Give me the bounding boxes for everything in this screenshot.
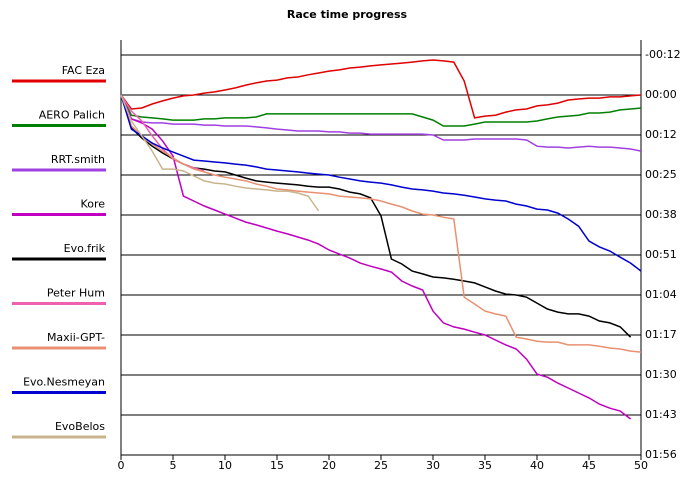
series-line: [120, 94, 642, 353]
legend-label: Peter Hum: [47, 287, 105, 300]
series-line: [120, 59, 642, 119]
x-tick-label: 15: [270, 459, 284, 472]
x-tick-label: 5: [170, 459, 177, 472]
series-line: [120, 94, 320, 212]
legend-label: RRT.smith: [51, 153, 105, 166]
y-tick-label: 01:43: [645, 408, 677, 421]
series-line: [120, 94, 642, 152]
legend-label: Kore: [81, 198, 106, 211]
x-tick-label: 25: [374, 459, 388, 472]
x-tick-label: 0: [118, 459, 125, 472]
series-line: [120, 94, 642, 127]
legend-label: Evo.frik: [64, 242, 106, 255]
x-tick-label: 40: [530, 459, 544, 472]
x-tick-label: 20: [322, 459, 336, 472]
y-tick-label: 01:17: [645, 328, 677, 341]
series-line: [120, 94, 632, 338]
legend-label: EvoBelos: [55, 420, 105, 433]
y-tick-label: 00:12: [645, 128, 677, 141]
chart-title: Race time progress: [287, 8, 408, 21]
y-tick-label: 01:04: [645, 288, 677, 301]
y-tick-label: 00:25: [645, 168, 677, 181]
y-tick-label: 01:56: [645, 448, 677, 461]
y-tick-label: 01:30: [645, 368, 677, 381]
y-tick-label: 00:00: [645, 88, 677, 101]
legend-label: Evo.Nesmeyan: [23, 376, 105, 389]
y-tick-label: -00:12: [645, 48, 681, 61]
y-tick-label: 00:38: [645, 208, 677, 221]
y-tick-label: 00:51: [645, 248, 677, 261]
series-line: [120, 94, 642, 272]
legend-label: FAC Eza: [62, 64, 105, 77]
legend-label: Maxii-GPT-: [47, 331, 105, 344]
x-tick-label: 35: [478, 459, 492, 472]
legend-label: AERO Palich: [39, 109, 105, 122]
x-tick-label: 30: [426, 459, 440, 472]
series-line: [120, 94, 632, 420]
x-tick-label: 45: [582, 459, 596, 472]
x-tick-label: 50: [634, 459, 648, 472]
x-tick-label: 10: [218, 459, 232, 472]
